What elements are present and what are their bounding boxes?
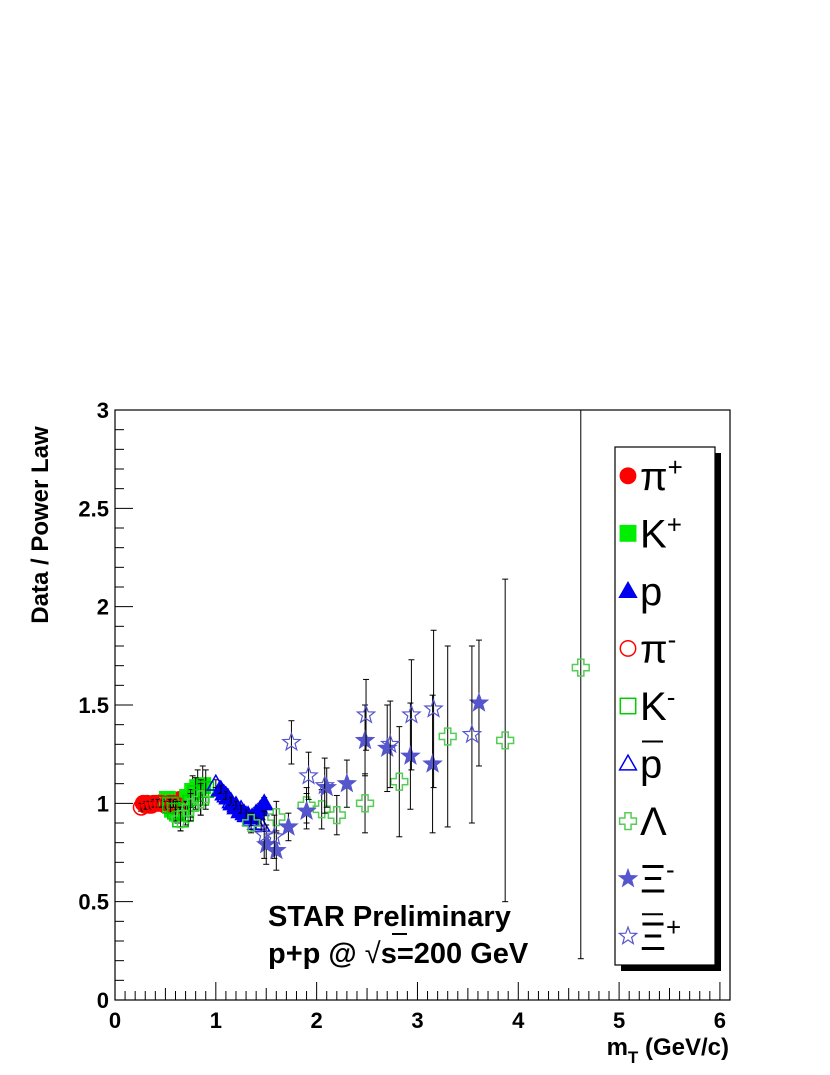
legend-label: Ξ- xyxy=(640,855,675,902)
data-point xyxy=(226,795,246,813)
x-tick-label: 6 xyxy=(714,1008,726,1033)
data-point xyxy=(267,807,286,827)
y-axis-label: Data / Power Law xyxy=(27,426,54,624)
legend-label: π+ xyxy=(640,452,683,499)
data-point xyxy=(298,764,319,785)
y-tick-label: 2 xyxy=(97,595,109,620)
x-tick-label: 2 xyxy=(311,1008,323,1033)
y-tick-label: 2.5 xyxy=(78,496,109,521)
annotation-line-1: STAR Preliminary xyxy=(268,901,511,933)
axis-ticks: 0 0.5 1 1.5 2 2.5 3 0 1 2 3 4 5 6 xyxy=(78,398,726,1033)
legend-label: p xyxy=(640,743,662,787)
data-point xyxy=(266,839,287,860)
series-7 xyxy=(255,639,490,871)
data-point xyxy=(401,703,422,724)
data-point xyxy=(422,753,443,773)
data-point xyxy=(281,731,302,752)
data-point xyxy=(400,745,421,765)
legend-marker xyxy=(619,524,637,542)
data-point xyxy=(254,793,274,811)
data-points xyxy=(132,409,590,960)
annotation-line-2: p+p @ √s=200 GeV xyxy=(268,938,529,970)
y-tick-label: 0.5 xyxy=(78,890,109,915)
data-point xyxy=(263,825,285,846)
data-point xyxy=(461,723,483,744)
data-point xyxy=(241,813,261,833)
data-point xyxy=(571,658,590,677)
data-point xyxy=(191,790,210,809)
legend-label: Λ xyxy=(640,800,667,844)
x-axis-label: mT (GeV/c) xyxy=(607,1034,729,1067)
legend-marker xyxy=(618,580,638,598)
legend-marker xyxy=(617,867,639,888)
x-tick-label: 1 xyxy=(210,1008,222,1033)
legend-label: Ξ+ xyxy=(640,912,681,959)
data-point xyxy=(181,798,200,817)
data-point xyxy=(438,727,457,746)
y-tick-label: 0 xyxy=(97,988,109,1013)
x-tick-label: 4 xyxy=(512,1008,525,1033)
legend-label: p xyxy=(640,570,662,614)
data-point xyxy=(355,794,375,813)
x-tick-label: 0 xyxy=(109,1008,121,1033)
legend-marker xyxy=(619,467,637,485)
star-preliminary-annotation: STAR Preliminary p+p @ √s=200 GeV xyxy=(268,901,529,970)
legend-marker xyxy=(618,753,638,771)
legend-marker xyxy=(617,925,639,946)
data-point xyxy=(253,823,275,844)
data-point xyxy=(278,816,299,836)
x-tick-label: 3 xyxy=(411,1008,423,1033)
legend-marker xyxy=(619,639,637,657)
series-8 xyxy=(253,629,483,859)
data-point xyxy=(496,731,515,750)
legend-label: K+ xyxy=(640,509,682,556)
legend-marker xyxy=(618,811,638,831)
data-point xyxy=(355,703,377,724)
x-tick-label: 5 xyxy=(613,1008,625,1033)
data-point xyxy=(468,692,490,712)
data-point xyxy=(221,791,241,809)
y-tick-label: 1.5 xyxy=(78,693,109,718)
data-point xyxy=(336,772,358,793)
series-6 xyxy=(171,409,590,960)
data-point xyxy=(296,800,317,821)
data-point xyxy=(390,772,409,791)
data-point xyxy=(327,805,346,825)
data-point xyxy=(314,774,336,795)
data-point xyxy=(171,809,190,829)
legend: π+K+pπ-K-pΛΞ-Ξ+ xyxy=(614,446,721,971)
legend-label: π- xyxy=(640,624,676,671)
y-tick-label: 3 xyxy=(97,398,109,423)
data-point xyxy=(246,813,266,831)
data-point xyxy=(379,733,401,754)
legend-marker xyxy=(619,697,637,715)
data-point xyxy=(354,729,376,750)
legend-label: K- xyxy=(640,682,675,729)
y-tick-label: 1 xyxy=(97,791,109,816)
data-point xyxy=(423,698,444,718)
